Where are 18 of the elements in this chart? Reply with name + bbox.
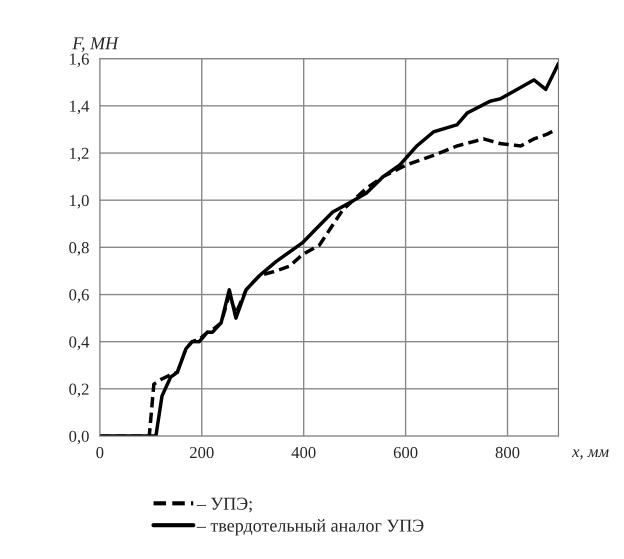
y-tick-label: 0,4 [69,336,90,350]
x-tick-label: 0 [96,446,104,458]
x-tick-label: 800 [496,446,520,458]
x-tick-label: 200 [190,446,214,458]
x-tick-label: 400 [292,446,316,458]
x-tick-label: 600 [394,446,418,458]
x-axis-title: x, мм [572,449,609,460]
y-tick-label: 1,6 [70,53,89,68]
y-tick-label: 1,2 [70,148,89,162]
y-tick-label: 0,8 [69,242,89,256]
y-tick-label: 1,0 [70,194,89,209]
y-tick-label: 0,6 [69,289,89,303]
legend-label: – твердотельный аналог УПЭ [196,519,424,536]
y-tick-label: 1,4 [70,100,90,114]
y-tick-label: 0,0 [69,430,89,444]
y-axis-title: F, МН [72,37,119,52]
y-tick-label: 0,2 [69,384,89,398]
legend-label: – УПЭ; [196,498,252,512]
